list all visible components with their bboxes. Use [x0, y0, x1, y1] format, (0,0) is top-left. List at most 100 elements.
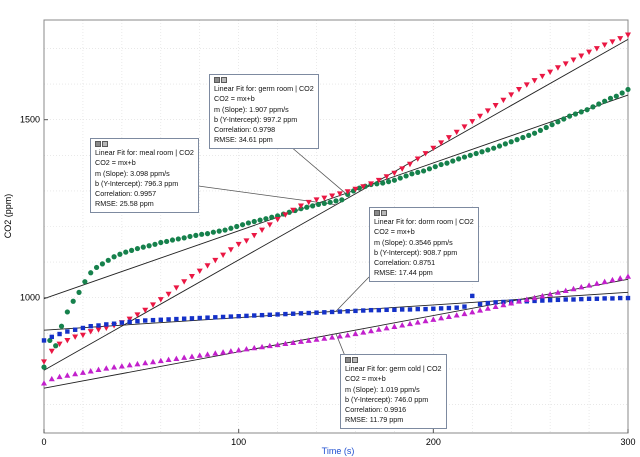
data-point-germ	[586, 49, 593, 56]
data-point-germ	[329, 193, 336, 199]
data-point-cold	[445, 313, 452, 319]
data-point-cold	[430, 316, 437, 322]
data-point-dorm	[329, 309, 335, 315]
data-point-cold	[235, 347, 242, 353]
data-point-meal	[315, 201, 322, 208]
data-point-meal	[473, 150, 479, 157]
data-point-meal	[531, 130, 538, 136]
data-point-germ	[79, 332, 86, 339]
data-point-germ	[570, 57, 577, 63]
data-point-meal	[537, 127, 544, 133]
data-point-cold	[422, 317, 429, 324]
fit-annotation-germ-cold[interactable]: Linear Fit for: germ cold | CO2 CO2 = mx…	[340, 354, 447, 429]
data-point-cold	[251, 344, 258, 351]
data-point-dorm	[353, 308, 358, 314]
data-point-dorm	[283, 311, 288, 317]
data-point-germ	[554, 65, 561, 71]
x-tick-label: 100	[231, 437, 246, 447]
data-point-dorm	[166, 317, 171, 322]
data-point-dorm	[96, 323, 101, 328]
data-point-cold	[625, 273, 631, 279]
data-point-dorm	[306, 310, 311, 316]
data-point-cold	[79, 369, 86, 375]
data-point-dorm	[618, 295, 623, 301]
data-point-meal	[187, 233, 193, 240]
data-point-cold	[196, 352, 203, 358]
data-point-dorm	[259, 312, 265, 318]
data-point-dorm	[384, 307, 389, 313]
data-point-germ	[336, 191, 343, 197]
data-point-dorm	[423, 306, 428, 312]
data-point-meal	[607, 95, 614, 101]
data-point-cold	[313, 336, 320, 342]
data-point-meal	[625, 86, 631, 93]
data-point-meal	[193, 232, 199, 239]
data-point-cold	[492, 303, 499, 310]
data-point-cold	[204, 351, 211, 357]
fit-rmse: RMSE: 11.79 ppm	[345, 415, 404, 425]
data-point-dorm	[610, 296, 615, 301]
data-point-meal	[257, 217, 263, 223]
data-point-cold	[508, 300, 515, 306]
data-point-germ	[391, 170, 398, 177]
data-point-germ	[523, 82, 530, 88]
data-point-germ	[399, 166, 406, 172]
data-point-germ	[142, 307, 149, 314]
annotation-controls-icon[interactable]	[95, 140, 194, 147]
fit-correlation: Correlation: 0.8751	[374, 258, 436, 268]
fit-lines	[43, 38, 629, 389]
axis-ticks: 0 100 200 300 1000 1500	[20, 115, 636, 447]
data-point-cold	[212, 350, 219, 356]
data-point-germ	[103, 325, 110, 331]
fit-intercept: b (Y-Intercept): 997.2 ppm	[214, 114, 298, 124]
data-point-germ	[461, 124, 468, 130]
data-point-dorm	[244, 313, 249, 319]
data-point-germ	[204, 263, 211, 269]
data-point-cold	[259, 343, 266, 350]
plot-frame	[43, 19, 629, 434]
data-markers	[41, 32, 631, 386]
data-point-meal	[88, 270, 94, 276]
data-point-germ	[274, 216, 281, 223]
data-point-cold	[539, 292, 546, 299]
data-point-cold	[266, 342, 273, 349]
data-point-meal	[421, 168, 427, 174]
data-point-meal	[555, 119, 561, 125]
data-point-meal	[508, 139, 514, 145]
data-point-germ	[259, 227, 266, 234]
data-point-cold	[601, 278, 608, 285]
data-point-meal	[385, 179, 392, 185]
data-point-meal	[140, 244, 146, 250]
data-point-germ	[282, 212, 289, 218]
data-point-germ	[72, 334, 79, 340]
annotation-controls-icon[interactable]	[345, 356, 442, 363]
data-point-meal	[432, 164, 438, 170]
fit-annotation-dorm-room[interactable]: Linear Fit for: dorm room | CO2 CO2 = mx…	[369, 207, 479, 282]
data-point-dorm	[298, 311, 304, 316]
data-point-dorm	[252, 313, 257, 318]
fit-annotation-germ-room[interactable]: Linear Fit for: germ room | CO2 CO2 = mx…	[209, 74, 319, 149]
data-point-cold	[344, 332, 351, 338]
data-point-cold	[438, 315, 445, 321]
annotation-controls-icon[interactable]	[374, 209, 474, 216]
data-point-cold	[111, 364, 118, 370]
data-point-germ	[64, 338, 71, 344]
fit-correlation: Correlation: 0.9916	[345, 405, 407, 415]
data-point-cold	[414, 319, 421, 325]
data-point-meal	[602, 98, 608, 104]
data-point-cold	[321, 335, 328, 341]
data-point-cold	[391, 323, 398, 329]
data-point-germ	[375, 177, 382, 184]
data-point-dorm	[135, 319, 140, 324]
data-point-dorm	[41, 338, 47, 343]
data-point-dorm	[345, 309, 350, 314]
data-point-germ	[352, 186, 359, 193]
data-point-germ	[609, 39, 616, 45]
fit-annotation-meal-room[interactable]: Linear Fit for: meal room | CO2 CO2 = mx…	[90, 138, 199, 213]
annotation-controls-icon[interactable]	[214, 76, 314, 83]
data-point-germ	[220, 252, 227, 258]
data-point-cold	[406, 320, 413, 327]
data-point-germ	[41, 359, 47, 365]
leader-line-germ-cold	[335, 333, 346, 357]
data-point-cold	[515, 298, 522, 304]
